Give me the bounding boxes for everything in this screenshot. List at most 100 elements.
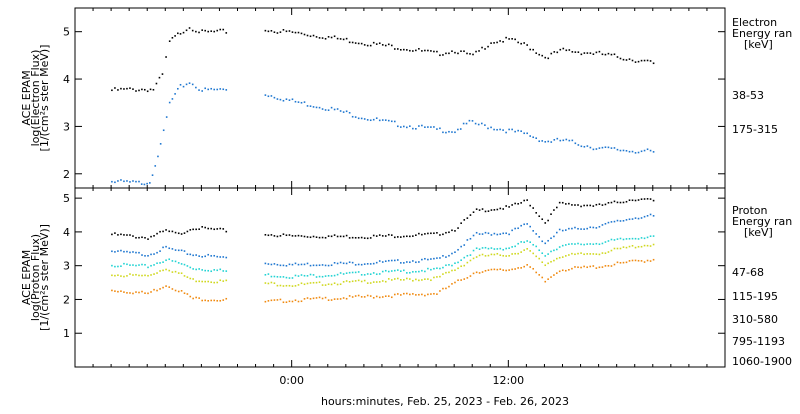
data-point <box>396 259 399 261</box>
data-point <box>372 272 375 274</box>
data-point <box>117 265 119 268</box>
data-point <box>375 295 378 298</box>
data-point <box>418 261 420 263</box>
data-point <box>592 53 595 55</box>
data-point <box>162 286 164 289</box>
data-point <box>646 198 649 200</box>
data-point <box>180 233 183 235</box>
data-point <box>607 265 610 267</box>
data-point <box>306 34 309 37</box>
data-point <box>348 237 351 239</box>
data-point <box>387 270 390 273</box>
data-point <box>216 281 219 284</box>
data-point <box>523 132 525 135</box>
data-point <box>625 200 628 203</box>
data-point <box>351 280 354 283</box>
data-point <box>162 129 165 132</box>
data-point <box>303 298 306 300</box>
x-tick-label: 12:00 <box>492 374 524 387</box>
data-point <box>381 235 384 237</box>
data-point <box>538 249 541 252</box>
data-point <box>418 293 420 296</box>
data-point <box>126 250 128 253</box>
data-point <box>225 32 228 34</box>
data-point <box>264 262 267 265</box>
data-point <box>179 83 182 86</box>
data-point <box>457 128 459 131</box>
data-point <box>312 281 315 284</box>
data-point <box>291 31 294 33</box>
data-point <box>191 83 194 86</box>
data-point <box>574 142 577 145</box>
data-point <box>273 31 276 34</box>
data-point <box>433 50 435 53</box>
data-point <box>448 271 450 274</box>
data-point <box>189 277 192 280</box>
data-point <box>514 202 516 205</box>
data-point <box>607 52 610 55</box>
data-point <box>309 273 312 276</box>
data-point <box>390 279 393 281</box>
data-point <box>147 238 149 240</box>
data-point <box>538 53 541 56</box>
data-point <box>430 268 432 271</box>
data-point <box>387 119 390 122</box>
data-point <box>424 126 426 128</box>
data-point <box>378 296 381 299</box>
data-point <box>279 298 282 301</box>
data-point <box>601 53 604 56</box>
data-point <box>372 296 375 299</box>
data-point <box>601 242 604 245</box>
data-point <box>589 265 592 268</box>
data-point <box>342 297 345 299</box>
data-point <box>649 149 652 152</box>
data-point <box>421 258 423 261</box>
data-point <box>318 236 321 239</box>
data-point <box>177 232 180 235</box>
data-point <box>451 264 453 267</box>
data-point <box>604 146 607 149</box>
data-point <box>547 57 550 60</box>
data-point <box>294 100 297 103</box>
data-point <box>424 233 426 235</box>
data-point <box>149 88 152 91</box>
data-point <box>225 89 228 91</box>
data-point <box>210 87 213 90</box>
data-point <box>652 215 655 217</box>
data-point <box>327 109 330 111</box>
data-point <box>499 268 502 270</box>
data-point <box>469 237 472 240</box>
data-point <box>634 152 637 154</box>
data-point <box>457 279 459 281</box>
data-point <box>201 90 203 92</box>
data-point <box>436 276 438 278</box>
data-point <box>433 257 435 260</box>
data-point <box>381 119 384 121</box>
data-point <box>396 293 399 295</box>
data-point <box>484 210 487 213</box>
data-point <box>264 300 267 303</box>
data-point <box>126 263 128 266</box>
data-point <box>445 271 447 274</box>
data-point <box>478 272 481 274</box>
data-point <box>225 256 228 259</box>
data-point <box>162 230 164 233</box>
data-point <box>652 243 655 246</box>
data-point <box>216 299 219 302</box>
y-tick-label: 1 <box>63 327 70 340</box>
data-point <box>333 262 336 264</box>
data-point <box>424 294 426 297</box>
data-point <box>396 125 399 128</box>
data-point <box>637 259 640 262</box>
data-point <box>192 297 194 300</box>
electron-series-175-315 <box>111 82 655 186</box>
data-point <box>135 291 137 293</box>
data-point <box>454 131 456 134</box>
data-point <box>553 209 555 211</box>
data-point <box>616 247 619 250</box>
data-point <box>424 257 426 260</box>
data-point <box>159 250 161 252</box>
data-point <box>294 31 297 34</box>
data-point <box>111 289 113 292</box>
data-point <box>354 116 357 118</box>
